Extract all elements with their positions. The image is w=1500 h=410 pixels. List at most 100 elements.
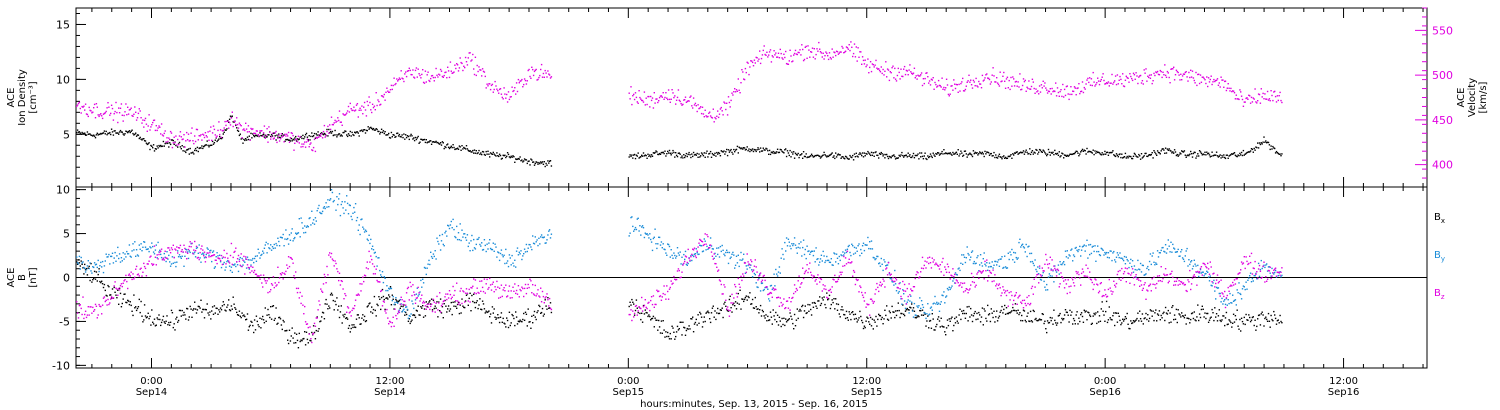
data-point	[889, 156, 891, 158]
data-point	[962, 155, 964, 157]
data-point	[657, 243, 659, 245]
data-point	[759, 309, 761, 311]
data-point	[84, 109, 86, 111]
data-point	[768, 319, 770, 322]
data-point	[673, 96, 675, 99]
data-point	[1019, 73, 1021, 75]
data-point	[1004, 157, 1006, 159]
data-point	[158, 251, 160, 253]
data-point	[633, 303, 635, 305]
data-point	[774, 151, 776, 153]
data-point	[818, 264, 820, 266]
data-point	[279, 318, 282, 320]
data-point	[494, 80, 496, 83]
data-point	[118, 257, 120, 260]
data-point	[772, 309, 774, 311]
data-point	[1109, 82, 1111, 84]
data-point	[460, 61, 462, 64]
data-point	[420, 77, 422, 79]
data-point	[898, 154, 900, 157]
data-point	[405, 311, 407, 314]
data-point	[286, 238, 288, 241]
data-point	[1055, 95, 1058, 97]
data-point	[376, 265, 378, 267]
data-point	[341, 201, 343, 203]
data-point	[663, 152, 665, 155]
data-point	[356, 103, 359, 105]
data-point	[632, 301, 634, 303]
data-point	[764, 53, 766, 56]
data-point	[498, 317, 500, 319]
data-point	[705, 115, 707, 117]
data-point	[987, 77, 989, 79]
data-point	[696, 252, 698, 254]
data-point	[1145, 312, 1147, 315]
data-point	[972, 262, 975, 265]
data-point	[942, 88, 944, 90]
data-point	[1089, 84, 1092, 86]
data-point	[386, 134, 388, 136]
data-point	[1255, 146, 1257, 148]
data-point	[481, 308, 483, 311]
data-point	[489, 156, 491, 158]
data-point	[1026, 86, 1028, 88]
data-point	[513, 89, 515, 92]
data-point	[726, 249, 728, 251]
data-point	[213, 142, 216, 144]
y-axis-title: ACE Ion Density [cm⁻³]	[6, 69, 39, 126]
data-point	[502, 98, 504, 100]
data-point	[1082, 321, 1085, 323]
data-point	[118, 287, 121, 289]
data-point	[779, 48, 781, 51]
data-point	[450, 220, 452, 223]
data-point	[332, 201, 334, 203]
data-point	[1165, 312, 1168, 314]
data-point	[1122, 85, 1125, 87]
data-point	[658, 236, 660, 238]
data-point	[429, 140, 431, 142]
data-point	[376, 104, 378, 107]
data-point	[448, 310, 451, 312]
data-point	[398, 133, 401, 136]
data-point	[704, 109, 706, 111]
data-point	[665, 92, 667, 94]
data-point	[429, 263, 431, 266]
data-point	[650, 156, 652, 158]
data-point	[800, 310, 802, 312]
data-point	[194, 301, 196, 303]
data-point	[253, 331, 255, 334]
data-point	[1215, 79, 1217, 82]
data-point	[1024, 79, 1026, 82]
data-point	[892, 311, 894, 313]
data-point	[1196, 84, 1198, 87]
data-point	[360, 109, 362, 111]
data-point	[1278, 95, 1280, 97]
data-point	[1082, 245, 1085, 247]
data-point	[767, 315, 769, 318]
data-point	[482, 303, 485, 305]
data-point	[87, 267, 89, 269]
data-point	[1189, 153, 1191, 155]
data-point	[647, 234, 649, 236]
data-point	[892, 65, 894, 67]
data-point	[173, 143, 175, 145]
data-point	[86, 274, 89, 276]
data-point	[739, 289, 741, 291]
data-point	[76, 256, 78, 258]
data-point	[484, 312, 486, 314]
data-point	[892, 281, 894, 283]
data-point	[1157, 151, 1160, 154]
data-point	[1108, 152, 1110, 154]
data-point	[210, 144, 212, 146]
data-point	[160, 256, 163, 259]
data-point	[130, 304, 132, 307]
data-point	[729, 106, 731, 108]
data-point	[930, 306, 933, 308]
data-point	[482, 151, 485, 153]
data-point	[473, 68, 475, 70]
data-point	[1100, 308, 1102, 310]
data-point	[1020, 151, 1022, 153]
data-point	[171, 139, 174, 141]
data-point	[528, 68, 530, 71]
data-point	[1232, 153, 1234, 155]
